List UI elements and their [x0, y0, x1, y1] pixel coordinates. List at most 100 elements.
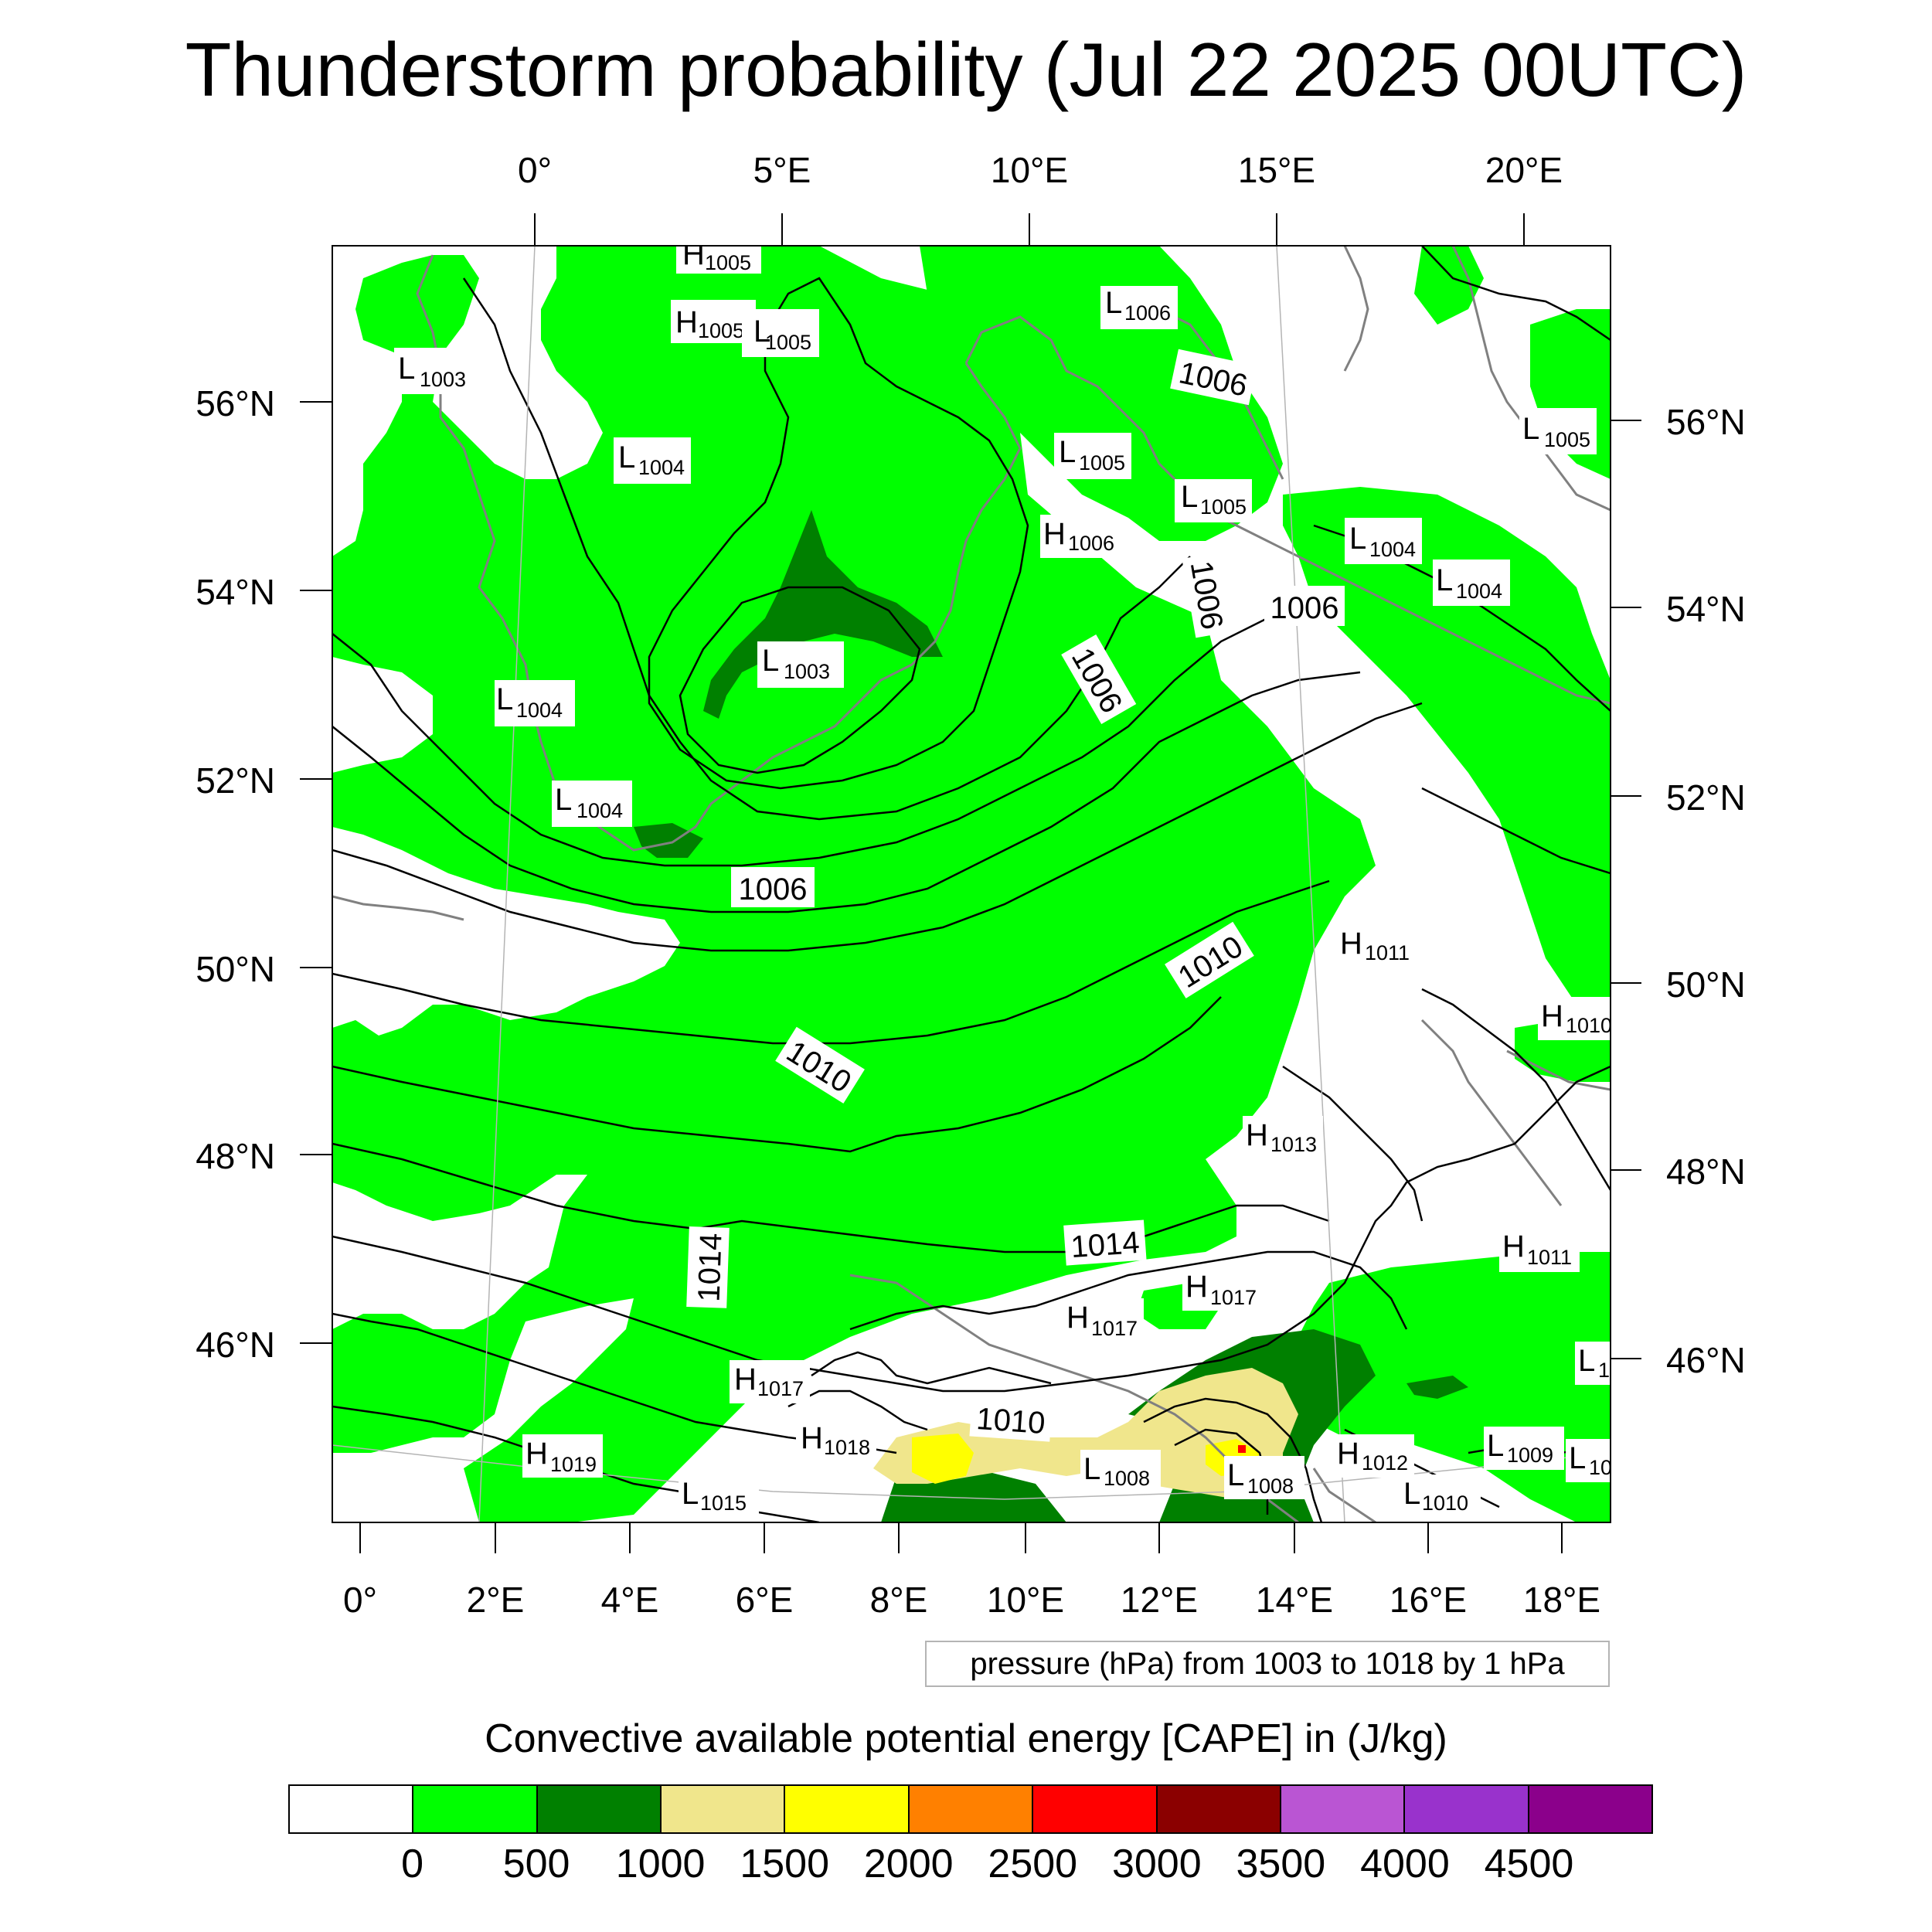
- svg-text:1011: 1011: [1365, 941, 1410, 964]
- svg-text:1017: 1017: [1210, 1286, 1257, 1309]
- svg-text:1009: 1009: [1507, 1444, 1553, 1467]
- svg-text:H: H: [682, 237, 705, 271]
- svg-text:H: H: [1337, 1437, 1359, 1471]
- svg-text:L: L: [618, 440, 635, 474]
- pressure-center: H 1010: [1538, 997, 1612, 1040]
- pressure-center: L 1003: [757, 641, 844, 688]
- pressure-center: H 1011: [1499, 1229, 1580, 1272]
- pressure-center: L1005: [1175, 479, 1252, 522]
- left-ticks: [300, 402, 332, 1343]
- right-lat-labels: 56°N 54°N 52°N 50°N 48°N 46°N: [1666, 402, 1746, 1380]
- svg-text:1017: 1017: [757, 1377, 804, 1400]
- svg-text:1004: 1004: [1456, 580, 1502, 603]
- svg-text:L: L: [496, 682, 513, 716]
- colorbar-swatch: [1405, 1786, 1529, 1832]
- pressure-center: L 1008: [1224, 1456, 1304, 1499]
- svg-text:1006: 1006: [1124, 301, 1171, 325]
- top-lon-label: 20°E: [1485, 150, 1563, 190]
- svg-text:L: L: [762, 644, 779, 678]
- svg-text:1005: 1005: [1200, 495, 1247, 519]
- svg-text:1008: 1008: [1104, 1467, 1150, 1490]
- isobar-label: 1006: [1264, 586, 1345, 626]
- left-lat-label: 50°N: [196, 949, 275, 989]
- bottom-lon-label: 8°E: [870, 1580, 928, 1620]
- bottom-lon-label: 10°E: [987, 1580, 1064, 1620]
- colorbar-tick-label: 0: [401, 1839, 423, 1889]
- pressure-center: L 1008: [1080, 1450, 1161, 1493]
- colorbar-title: Convective available potential energy [C…: [0, 1714, 1932, 1764]
- left-lat-label: 54°N: [196, 572, 275, 612]
- svg-text:1003: 1003: [784, 660, 830, 683]
- colorbar-swatch: [413, 1786, 537, 1832]
- svg-text:L: L: [1083, 1452, 1100, 1486]
- pressure-center: L 1004: [552, 781, 632, 827]
- svg-text:1012: 1012: [1362, 1451, 1408, 1475]
- bottom-lon-label: 0°: [343, 1580, 377, 1620]
- colorbar-swatch: [1281, 1786, 1405, 1832]
- svg-text:1011: 1011: [1527, 1246, 1572, 1269]
- svg-text:L: L: [1227, 1458, 1244, 1492]
- pressure-center: L 1009: [1484, 1427, 1564, 1470]
- colorbar-swatch: [1158, 1786, 1281, 1832]
- svg-text:L: L: [1487, 1429, 1504, 1463]
- pressure-center: H 1013: [1243, 1116, 1323, 1159]
- svg-text:H: H: [801, 1421, 823, 1455]
- svg-text:10: 10: [1589, 1456, 1612, 1479]
- pressure-center: H 1005: [676, 237, 761, 274]
- svg-text:1005: 1005: [765, 331, 811, 354]
- pressure-center: H 1017: [1063, 1298, 1144, 1342]
- pressure-center: H 1017: [730, 1360, 810, 1403]
- left-lat-label: 46°N: [196, 1325, 275, 1365]
- svg-text:H: H: [1185, 1270, 1208, 1304]
- left-lat-labels: 56°N 54°N 52°N 50°N 48°N 46°N: [196, 383, 275, 1365]
- bottom-lon-label: 2°E: [467, 1580, 525, 1620]
- pressure-center: H 1006: [1040, 515, 1121, 558]
- svg-text:L: L: [555, 783, 572, 817]
- colorbar-swatch: [1033, 1786, 1157, 1832]
- svg-text:1015: 1015: [700, 1492, 747, 1515]
- colorbar-tick-label: 4000: [1360, 1839, 1450, 1889]
- svg-text:L: L: [1436, 563, 1453, 597]
- pressure-center: L 1004: [1345, 518, 1422, 564]
- svg-text:1004: 1004: [516, 699, 563, 722]
- colorbar-swatch: [290, 1786, 413, 1832]
- svg-text:1017: 1017: [1091, 1317, 1138, 1340]
- top-lon-label: 5°E: [753, 150, 811, 190]
- bottom-lon-label: 6°E: [736, 1580, 794, 1620]
- colorbar-tick-label: 2500: [988, 1839, 1077, 1889]
- svg-text:H: H: [1066, 1301, 1089, 1335]
- svg-text:1013: 1013: [1270, 1133, 1317, 1156]
- svg-text:1008: 1008: [1247, 1475, 1294, 1498]
- svg-text:1014: 1014: [692, 1233, 728, 1302]
- pressure-center: H 1012: [1334, 1434, 1414, 1478]
- colorbar-tick-label: 1000: [616, 1839, 706, 1889]
- top-lon-labels: 0° 5°E 10°E 15°E 20°E: [518, 150, 1563, 190]
- svg-text:L: L: [1059, 435, 1076, 469]
- svg-text:H: H: [1340, 927, 1362, 961]
- svg-text:1018: 1018: [824, 1436, 870, 1459]
- isobar-label: 1010: [969, 1396, 1052, 1441]
- svg-text:H: H: [526, 1437, 548, 1471]
- svg-text:1005: 1005: [698, 319, 744, 342]
- colorbar-swatch: [1529, 1786, 1651, 1832]
- svg-text:L: L: [1403, 1477, 1420, 1511]
- colorbar-swatch: [538, 1786, 662, 1832]
- top-lon-label: 15°E: [1238, 150, 1315, 190]
- bottom-lon-label: 16°E: [1389, 1580, 1467, 1620]
- svg-text:L: L: [1105, 286, 1122, 320]
- svg-text:1004: 1004: [1369, 538, 1416, 561]
- colorbar-swatch: [662, 1786, 785, 1832]
- top-lon-label: 10°E: [991, 150, 1068, 190]
- contour-info-box: pressure (hPa) from 1003 to 1018 by 1 hP…: [925, 1641, 1610, 1687]
- svg-text:1010: 1010: [1422, 1492, 1468, 1515]
- svg-text:L: L: [1569, 1441, 1586, 1475]
- svg-text:1014: 1014: [1070, 1226, 1141, 1264]
- left-lat-label: 52°N: [196, 760, 275, 801]
- svg-text:1: 1: [1598, 1359, 1610, 1382]
- colorbar-swatch: [785, 1786, 909, 1832]
- pressure-center: H 1011: [1337, 924, 1417, 968]
- colorbar-ticks: 0 500 1000 1500 2000 2500 3000 3500 4000 4500: [0, 1839, 1932, 1893]
